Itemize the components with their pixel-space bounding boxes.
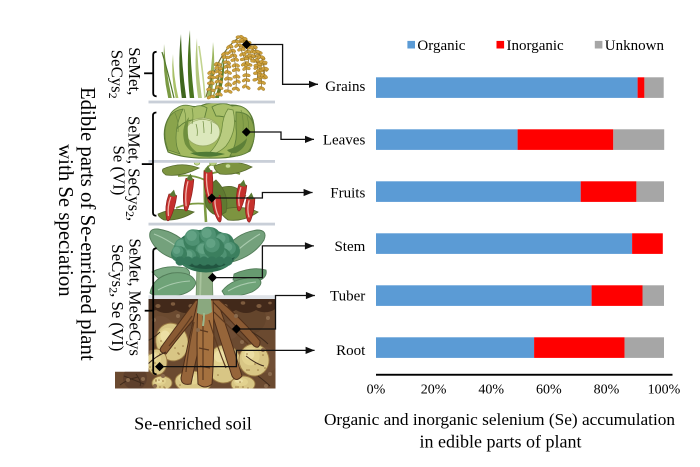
svg-text:60%: 60% [536,383,562,398]
svg-text:Leaves: Leaves [323,132,366,148]
svg-text:in edible parts of plant: in edible parts of plant [420,432,582,452]
svg-text:Unknown: Unknown [605,38,665,54]
svg-text:Fruits: Fruits [330,185,365,201]
svg-text:SeMet,: SeMet, [125,47,144,95]
svg-text:SeMet, MeSeCys: SeMet, MeSeCys [125,238,144,355]
svg-text:SeMet, SeCys2​,: SeMet, SeCys2​, [123,116,143,221]
svg-text:SeCys2​: SeCys2​ [106,50,127,99]
svg-text:100%: 100% [648,383,681,398]
svg-text:Edible parts of Se-enriched pl: Edible parts of Se-enriched plant [76,87,99,361]
svg-text:Root: Root [336,343,366,359]
svg-text:20%: 20% [421,383,447,398]
svg-text:80%: 80% [594,383,620,398]
svg-text:Stem: Stem [334,239,365,255]
svg-text:0%: 0% [367,383,386,398]
svg-text:Organic and inorganic selenium: Organic and inorganic selenium (Se) accu… [324,410,675,429]
svg-text:Tuber: Tuber [330,288,365,304]
svg-text:Organic: Organic [417,38,465,54]
svg-text:Se-enriched soil: Se-enriched soil [134,413,252,433]
svg-text:Grains: Grains [325,79,365,95]
svg-text:Inorganic: Inorganic [507,38,565,54]
svg-text:Se (VI): Se (VI) [109,145,128,195]
svg-text:40%: 40% [478,383,504,398]
svg-text:SeCys2​, Se (VI): SeCys2​, Se (VI) [106,244,127,351]
svg-text:with Se speciation: with Se speciation [54,144,77,297]
